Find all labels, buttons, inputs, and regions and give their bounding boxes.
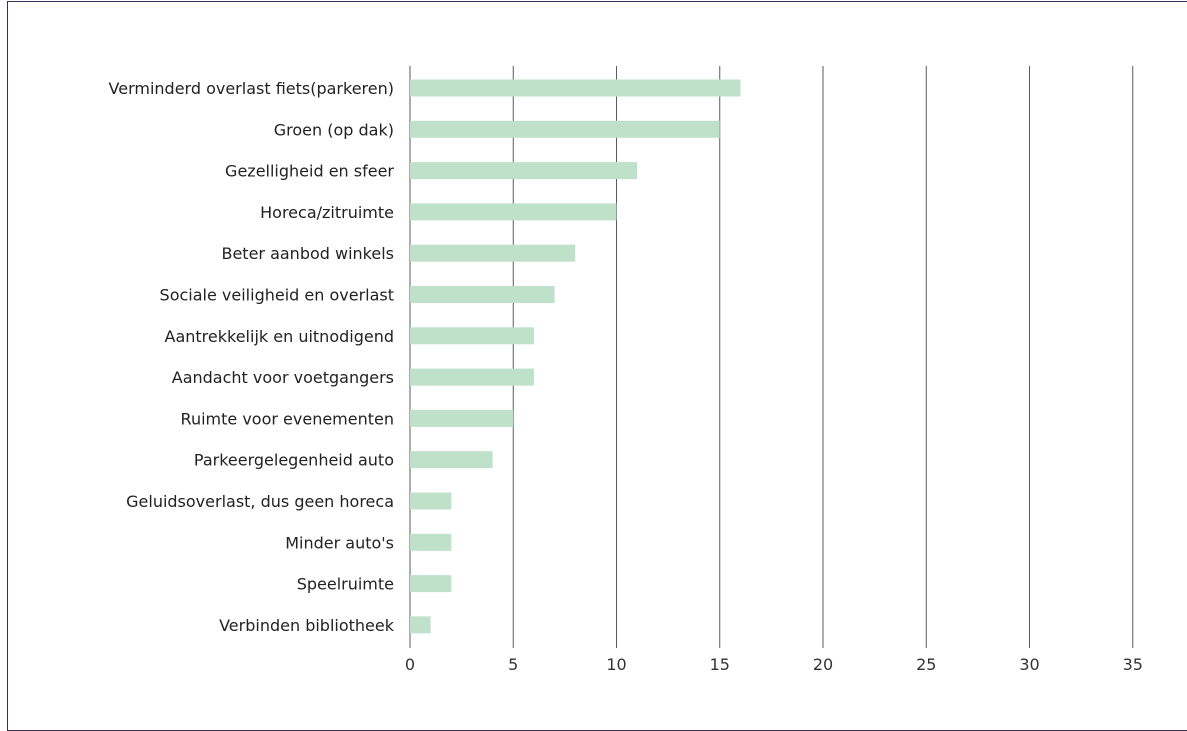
x-tick-label: 20	[813, 655, 833, 674]
x-tick-label: 35	[1123, 655, 1143, 674]
bar	[410, 616, 431, 634]
bars	[410, 79, 741, 634]
category-label: Speelruimte	[297, 575, 394, 594]
category-label: Minder auto's	[285, 533, 394, 552]
x-tick-label: 30	[1019, 655, 1039, 674]
category-labels: Verminderd overlast fiets(parkeren) Groen…	[109, 79, 395, 635]
category-label: Gezelligheid en sfeer	[225, 162, 394, 181]
bar	[410, 451, 493, 469]
category-label: Groen (op dak)	[274, 120, 394, 139]
category-label: Aandacht voor voetgangers	[172, 368, 394, 387]
category-label: Parkeergelegenheid auto	[194, 451, 394, 470]
x-tick-labels: 0 5 10 15 20 25 30 35	[405, 655, 1143, 674]
category-label: Ruimte voor evenementen	[181, 409, 394, 428]
bar	[410, 286, 555, 303]
bar	[410, 203, 617, 221]
bar	[410, 120, 720, 138]
category-label: Verbinden bibliotheek	[219, 616, 395, 635]
bar	[410, 327, 534, 345]
bar	[410, 492, 452, 510]
x-tick-label: 5	[508, 655, 518, 674]
x-tick-label: 25	[916, 655, 936, 674]
category-label: Horeca/zitruimte	[260, 203, 394, 222]
bar	[410, 368, 534, 386]
x-tick-label: 10	[606, 655, 626, 674]
bar	[410, 533, 452, 551]
x-tick-label: 0	[405, 655, 415, 674]
category-label: Verminderd overlast fiets(parkeren)	[109, 79, 394, 98]
category-label: Beter aanbod winkels	[221, 244, 394, 263]
bar	[410, 79, 741, 97]
bar	[410, 409, 514, 427]
bar	[410, 575, 452, 593]
category-label: Geluidsoverlast, dus geen horeca	[126, 492, 394, 511]
category-label: Sociale veiligheid en overlast	[160, 286, 394, 305]
bar	[410, 162, 638, 180]
gridlines	[409, 66, 1134, 648]
category-label: Aantrekkelijk en uitnodigend	[165, 327, 394, 346]
x-tick-label: 15	[710, 655, 730, 674]
bar	[410, 244, 576, 262]
